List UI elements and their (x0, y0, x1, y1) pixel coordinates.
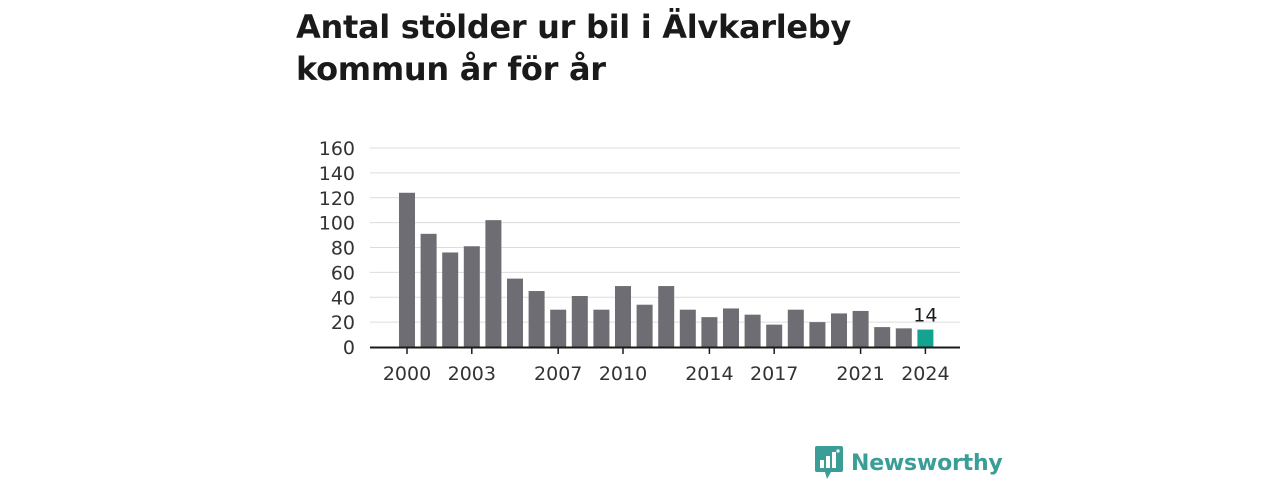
bar (744, 314, 761, 347)
bar (463, 246, 480, 347)
bar (787, 309, 804, 347)
x-tick-label: 2024 (901, 363, 949, 385)
bar (852, 310, 869, 347)
newsworthy-brand: Newsworthy (815, 446, 1003, 480)
bar (723, 308, 739, 347)
x-tick-label: 2007 (534, 363, 582, 385)
bar (831, 313, 847, 347)
y-tick-label: 120 (319, 188, 355, 210)
x-tick-label: 2010 (599, 363, 647, 385)
bar (507, 278, 523, 347)
y-tick-label: 0 (343, 337, 355, 359)
data-label: 14 (913, 305, 937, 327)
bar (874, 327, 891, 347)
x-tick-label: 2000 (383, 363, 431, 385)
y-tick-label: 20 (331, 312, 355, 334)
brand-name: Newsworthy (851, 450, 1003, 476)
bar (550, 309, 567, 347)
y-tick-label: 140 (319, 163, 355, 185)
bar (766, 324, 783, 347)
bar (442, 252, 459, 347)
bar (593, 309, 610, 347)
y-tick-label: 80 (331, 238, 355, 260)
x-tick-label: 2003 (448, 363, 496, 385)
y-tick-label: 100 (319, 213, 355, 235)
x-tick-label: 2021 (836, 363, 884, 385)
bar-highlight (917, 329, 934, 347)
x-tick-label: 2014 (685, 363, 733, 385)
y-tick-label: 60 (331, 262, 355, 284)
bar (420, 233, 437, 347)
bar (658, 286, 675, 347)
bar (485, 220, 502, 347)
chart-title: Antal stölder ur bil i Älvkarleby kommun… (296, 8, 851, 88)
newsworthy-logo-icon (815, 446, 843, 479)
bar (571, 296, 588, 347)
x-tick-label: 2017 (750, 363, 798, 385)
bar (701, 317, 718, 347)
bar (636, 304, 653, 347)
bar (809, 322, 826, 347)
y-tick-label: 160 (319, 138, 355, 160)
bar (528, 291, 545, 347)
bar (399, 192, 415, 347)
bar (679, 309, 696, 347)
bar (895, 328, 912, 347)
y-tick-label: 40 (331, 287, 355, 309)
bar (615, 286, 631, 347)
